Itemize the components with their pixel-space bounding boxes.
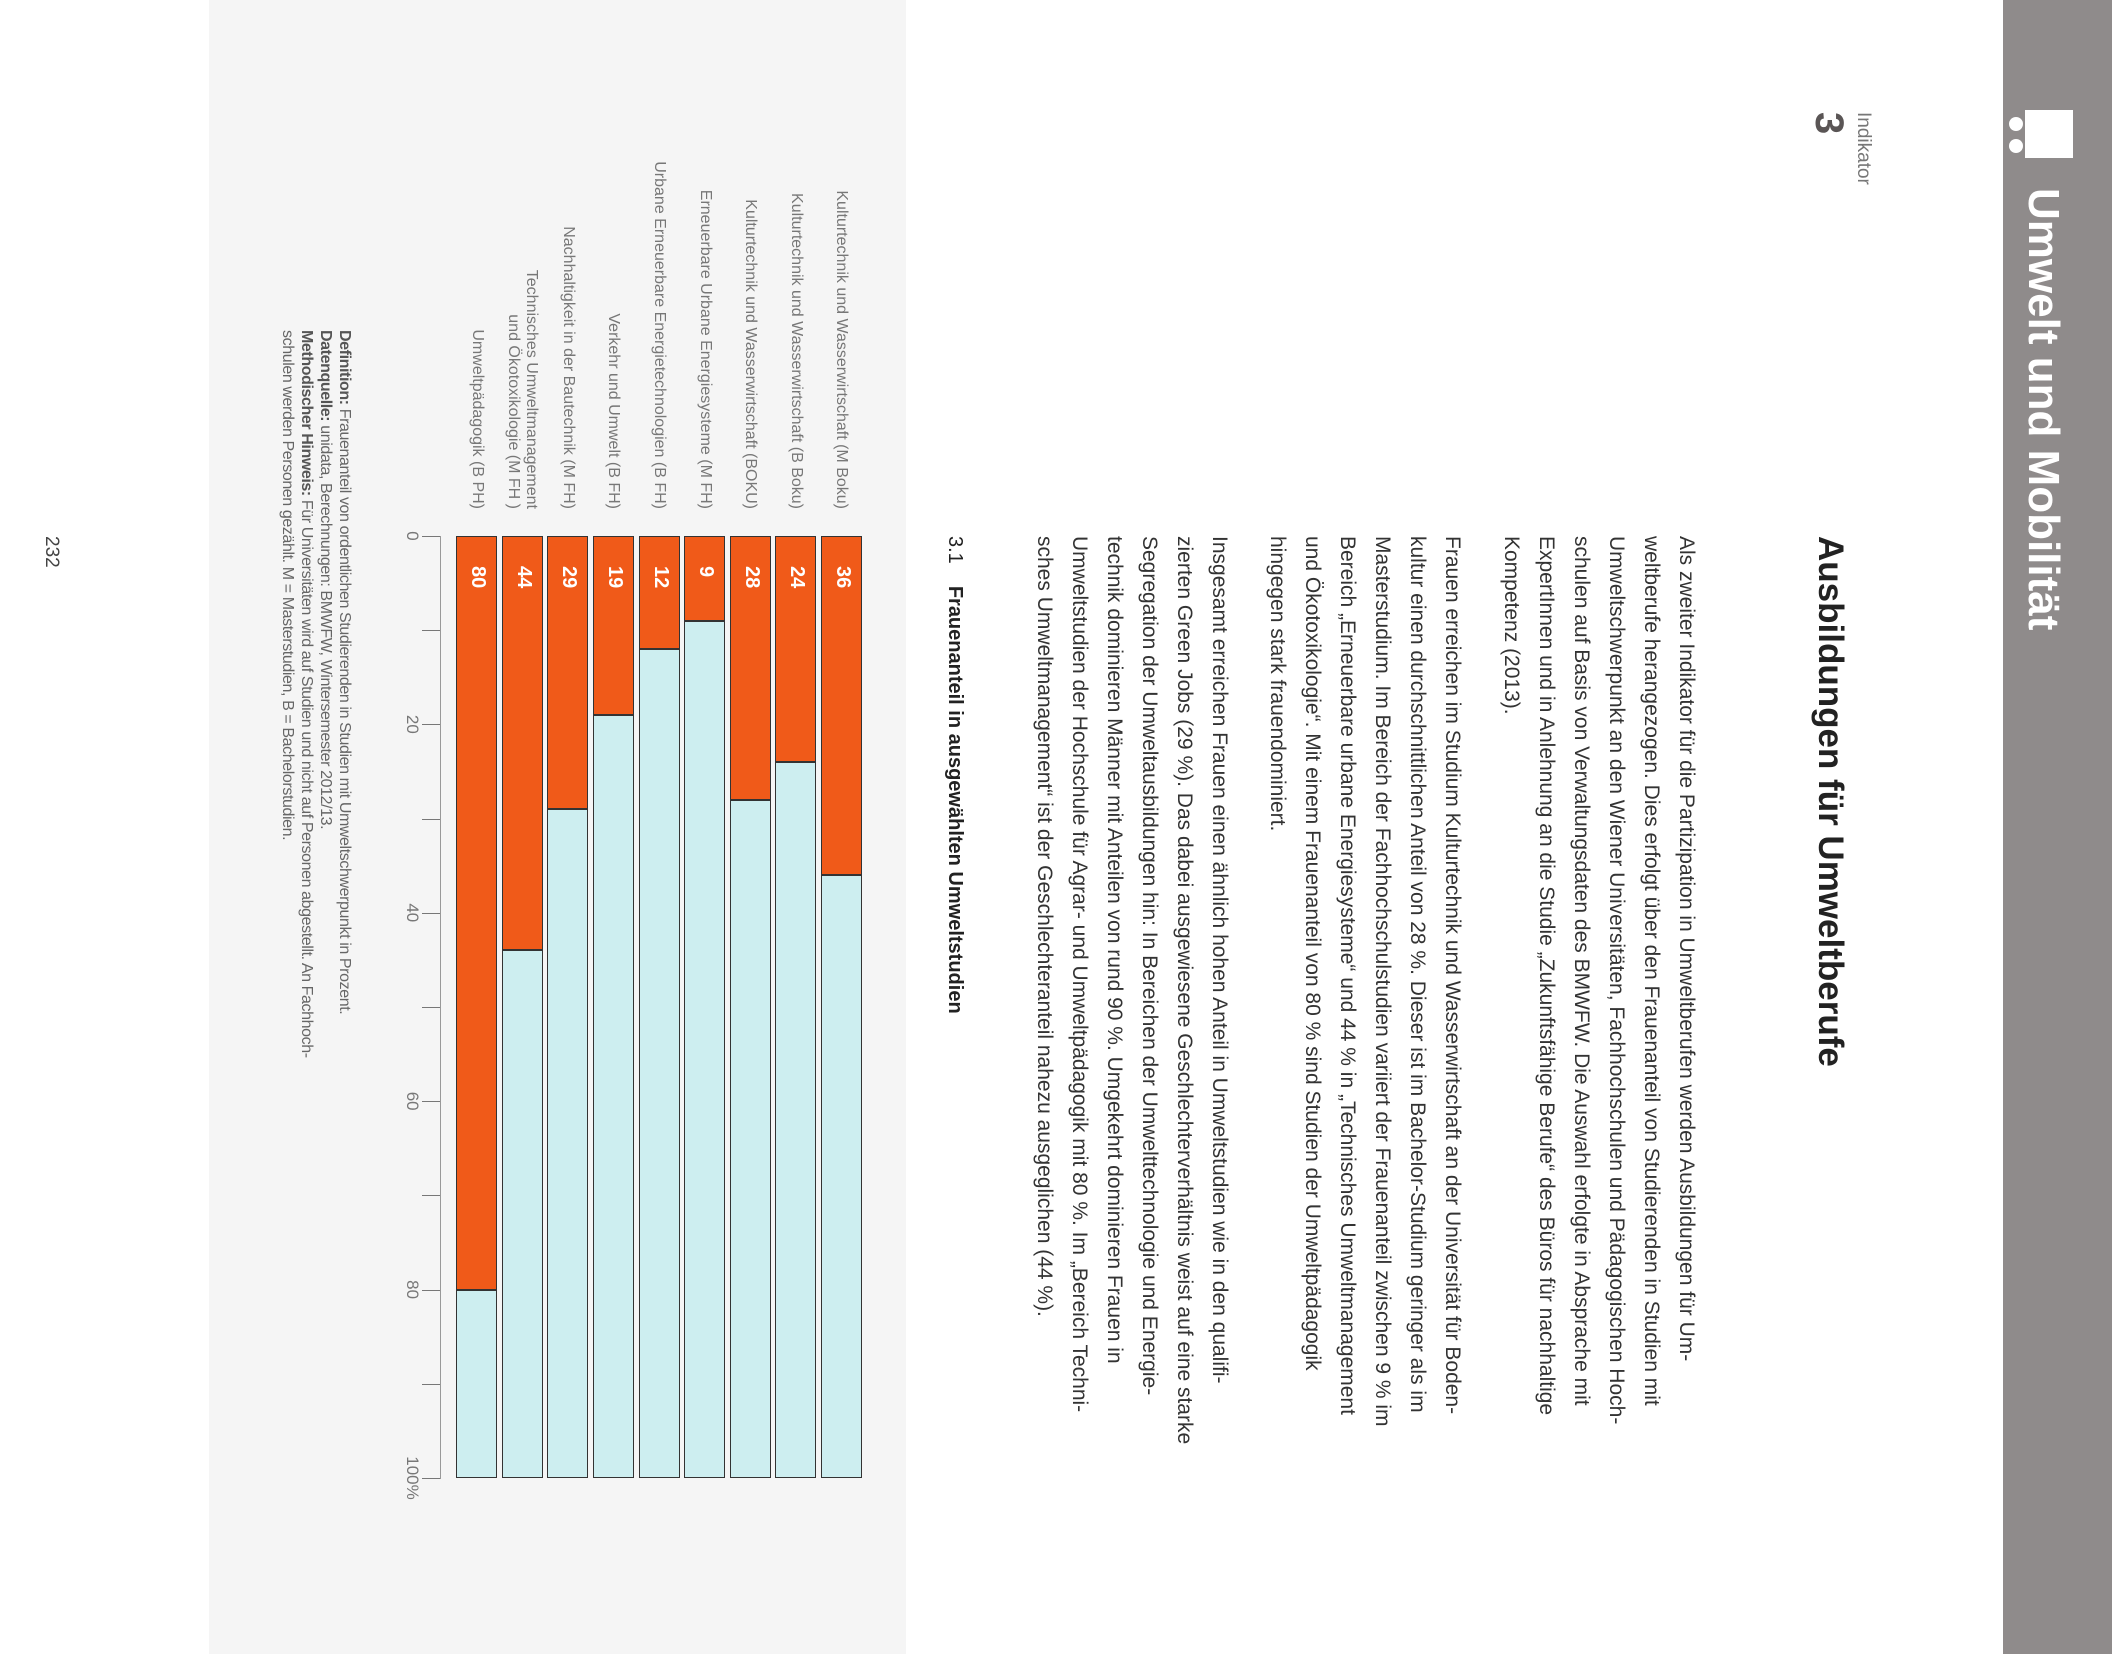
category-label-line: Kulturtechnik und Wasserwirtschaft (M Bo…	[833, 190, 851, 509]
category-label-line: Urbane Erneuerbare Energietechnologien (…	[651, 161, 669, 509]
bar-category-label: Urbane Erneuerbare Energietechnologien (…	[650, 161, 668, 509]
x-axis-tick	[422, 724, 440, 726]
bar-category-label: Kulturtechnik und Wasserwirtschaft (M Bo…	[833, 190, 851, 509]
page-number: 232	[41, 536, 62, 568]
bar-data-label: 28	[740, 566, 763, 589]
bar-remainder	[638, 649, 680, 1478]
bar-data-label: 24	[786, 566, 809, 589]
bar-category-label: Kulturtechnik und Wasserwirtschaft (B Bo…	[787, 193, 805, 509]
bar-category-label: Erneuerbare Urbane Energiesysteme (M FH)	[696, 190, 714, 509]
bar-data-label: 44	[512, 566, 535, 589]
x-axis-tick	[422, 536, 440, 537]
x-axis-tick	[422, 630, 440, 632]
note-method-cont: schulen werden Personen gezählt. M = Mas…	[279, 330, 296, 841]
bar-remainder	[684, 620, 726, 1478]
x-tick-label: 100%	[403, 1456, 422, 1500]
x-tick-label: 40	[403, 903, 422, 923]
bar-value	[684, 536, 726, 621]
bar-remainder	[593, 714, 634, 1478]
bar-data-label: 12	[649, 566, 672, 589]
bar-data-label: 36	[832, 566, 854, 589]
note-text: Frauenanteil von ordentlichen Studierend…	[336, 404, 353, 1015]
note-method: Methodischer Hinweis: Für Universitäten …	[297, 330, 316, 1058]
bar-value	[456, 536, 498, 1290]
note-text: unidata, Berechnungen: BMWFW, Winterseme…	[317, 421, 334, 830]
category-label-line: Verkehr und Umwelt (B FH)	[605, 313, 623, 509]
x-axis-tick	[422, 1289, 440, 1291]
note-label: Methodischer Hinweis:	[298, 330, 315, 496]
bar-data-label: 80	[467, 566, 490, 589]
bar-category-label: Umweltpädagogik (B PH)	[468, 329, 486, 509]
figure-notes: Definition: Frauenanteil von ordentliche…	[278, 330, 354, 1058]
note-label: Datenquelle:	[317, 330, 334, 422]
x-axis-line	[440, 536, 441, 1479]
x-axis-tick	[422, 818, 440, 820]
category-label-line: Umweltpädagogik (B PH)	[468, 329, 486, 509]
x-axis-tick	[422, 1007, 440, 1008]
bar-remainder	[729, 799, 771, 1478]
bar-category-label: Verkehr und Umwelt (B FH)	[605, 313, 623, 509]
x-tick-label: 80	[403, 1280, 422, 1300]
bar-remainder	[775, 762, 817, 1478]
bar-category-label: Nachhaltigkeit in der Bautechnik (M FH)	[559, 226, 577, 509]
x-tick-label: 20	[403, 714, 422, 734]
bar-value	[593, 536, 634, 715]
bar-value	[638, 536, 680, 650]
bar-remainder	[821, 875, 862, 1478]
bar-category-label: Kulturtechnik und Wasserwirtschaft (BOKU…	[741, 199, 759, 509]
bar-data-label: 19	[604, 566, 626, 589]
note-definition: Definition: Frauenanteil von ordentliche…	[335, 330, 354, 1058]
x-axis-tick	[422, 1195, 440, 1197]
bar-remainder	[501, 950, 543, 1478]
category-label-line: Kulturtechnik und Wasserwirtschaft (B Bo…	[787, 193, 805, 509]
category-label-line: und Ökotoxikologie (M FH )	[505, 314, 523, 509]
bar-category-label: Technisches Umweltmanagement und Ökotoxik…	[504, 270, 540, 509]
note-label: Definition:	[336, 330, 353, 405]
x-axis-tick	[422, 912, 440, 914]
category-label-line: Kulturtechnik und Wasserwirtschaft (BOKU…	[742, 199, 760, 509]
x-axis-tick	[422, 1383, 440, 1385]
note-source: Datenquelle: unidata, Berechnungen: BMWF…	[316, 330, 335, 1058]
bar-data-label: 9	[695, 566, 718, 578]
category-label-line: Erneuerbare Urbane Energiesysteme (M FH)	[696, 189, 714, 509]
bar-value	[501, 536, 543, 951]
bar-remainder	[456, 1289, 498, 1478]
x-axis-tick	[422, 1478, 440, 1479]
x-tick-label: 0	[403, 531, 422, 541]
bar-remainder	[547, 809, 589, 1478]
x-tick-label: 60	[403, 1091, 422, 1111]
category-label-line: Technisches Umweltmanagement	[523, 269, 541, 509]
category-label-line: Nachhaltigkeit in der Bautechnik (M FH)	[559, 226, 577, 509]
x-axis-tick	[422, 1101, 440, 1103]
note-text: Für Universitäten wird auf Studien und n…	[298, 495, 315, 1058]
bar-data-label: 29	[558, 566, 581, 589]
